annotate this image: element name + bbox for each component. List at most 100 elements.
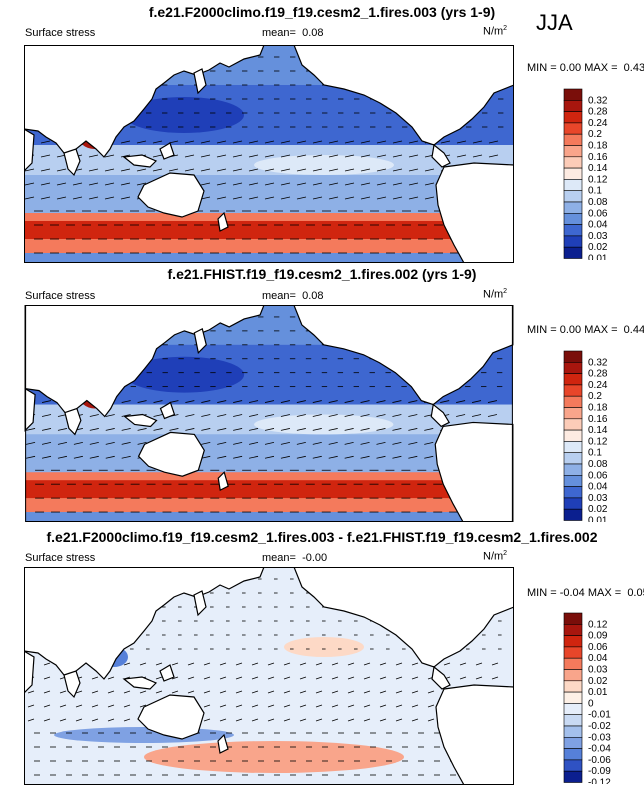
panel-2-variable: Surface stress — [25, 290, 96, 302]
landmass — [137, 172, 205, 218]
wind-arrow — [248, 168, 259, 172]
wind-arrow — [264, 168, 275, 172]
wind-arrow — [283, 662, 291, 666]
wind-arrow — [392, 140, 403, 144]
wind-arrow — [201, 441, 211, 445]
wind-arrow — [280, 428, 290, 431]
wind-arrow — [315, 690, 323, 694]
wind-arrow — [443, 662, 451, 666]
wind-arrow — [200, 196, 211, 200]
wind-arrow — [296, 154, 307, 158]
wind-arrow — [360, 140, 371, 144]
wind-arrow — [57, 441, 68, 445]
wind-arrow — [216, 168, 227, 172]
wind-arrow — [43, 690, 51, 694]
wind-arrow — [121, 455, 131, 459]
wind-arrow — [459, 662, 467, 666]
wind-arrow — [264, 182, 275, 186]
wind-arrow — [408, 140, 419, 144]
wind-arrow — [200, 168, 211, 172]
wind-arrow — [395, 690, 403, 694]
colorbar-tick-label: 0.06 — [588, 208, 608, 219]
colorbar-tick-label: 0.2 — [588, 391, 602, 402]
wind-arrow — [296, 400, 306, 403]
colorbar-swatch — [563, 407, 583, 420]
wind-arrow — [264, 140, 275, 144]
wind-arrow — [24, 168, 35, 172]
wind-arrow — [280, 182, 291, 186]
wind-arrow — [40, 140, 51, 144]
wind-arrow — [363, 676, 371, 680]
wind-arrow — [376, 140, 387, 144]
panel-1-map — [24, 45, 514, 263]
wind-arrow — [363, 662, 371, 666]
wind-arrow — [299, 690, 307, 694]
colorbar-swatch — [563, 88, 583, 101]
landmass — [434, 421, 514, 522]
wind-arrow — [408, 196, 419, 200]
wind-arrow — [233, 441, 243, 445]
wind-arrow — [315, 662, 323, 666]
wind-arrow — [344, 196, 355, 200]
wind-arrow — [459, 676, 467, 680]
wind-arrow — [280, 154, 291, 158]
wind-arrow — [107, 690, 115, 694]
wind-arrow — [57, 455, 68, 459]
wind-arrow — [201, 455, 211, 459]
colorbar-tick-label: 0.16 — [588, 414, 608, 425]
colorbar-tick-label: 0.1 — [588, 186, 602, 197]
colorbar-swatch — [563, 463, 583, 476]
wind-arrow — [328, 182, 339, 186]
wind-arrow — [201, 400, 211, 403]
wind-arrow — [344, 428, 354, 431]
wind-arrow — [219, 718, 227, 722]
wind-arrow — [487, 400, 498, 403]
landmass — [137, 431, 205, 477]
wind-arrow — [136, 140, 147, 144]
wind-arrow — [155, 690, 163, 694]
wind-arrow — [411, 690, 419, 694]
wind-arrow — [185, 428, 195, 431]
wind-arrow — [104, 182, 115, 186]
wind-arrow — [296, 140, 307, 144]
subtropic-band — [24, 175, 514, 215]
colorbar-swatch — [563, 246, 583, 259]
colorbar-tick-label: -0.09 — [588, 766, 611, 777]
wind-arrow — [411, 704, 419, 708]
wind-arrow — [299, 676, 307, 680]
colorbar-tick-label: 0.12 — [588, 436, 608, 447]
colorbar-swatch — [563, 122, 583, 135]
wind-arrow — [91, 690, 99, 694]
wind-arrow — [217, 441, 227, 445]
colorbar-swatch — [563, 167, 583, 180]
wind-arrow — [251, 704, 259, 708]
wind-arrow — [123, 662, 131, 666]
wind-arrow — [347, 676, 355, 680]
southern-westerlies-core — [25, 480, 513, 499]
wind-arrow — [123, 690, 131, 694]
map-frame — [25, 305, 513, 522]
colorbar-tick-label: 0.32 — [588, 95, 608, 106]
landmass — [193, 68, 207, 95]
wind-arrow — [41, 441, 52, 445]
wind-arrow — [363, 704, 371, 708]
wind-arrow — [216, 140, 227, 144]
wind-arrow — [296, 168, 307, 172]
wind-arrow — [392, 428, 402, 431]
wind-arrow — [296, 428, 306, 431]
wind-arrow — [57, 428, 68, 431]
wind-arrow — [328, 196, 339, 200]
wind-arrow — [200, 140, 211, 144]
colorbar-swatch — [563, 486, 583, 499]
wind-arrow — [137, 441, 147, 445]
colorbar-tick-label: 0.08 — [588, 197, 608, 208]
wind-arrow — [376, 441, 386, 445]
wind-arrow — [328, 140, 339, 144]
wind-arrow — [216, 196, 227, 200]
colorbar-tick-label: 0.12 — [588, 619, 608, 630]
wind-arrow — [283, 676, 291, 680]
colorbar-swatch — [563, 737, 583, 749]
wind-arrow — [408, 414, 418, 417]
colorbar-tick-label: -0.06 — [588, 755, 611, 766]
wind-arrow — [395, 676, 403, 680]
